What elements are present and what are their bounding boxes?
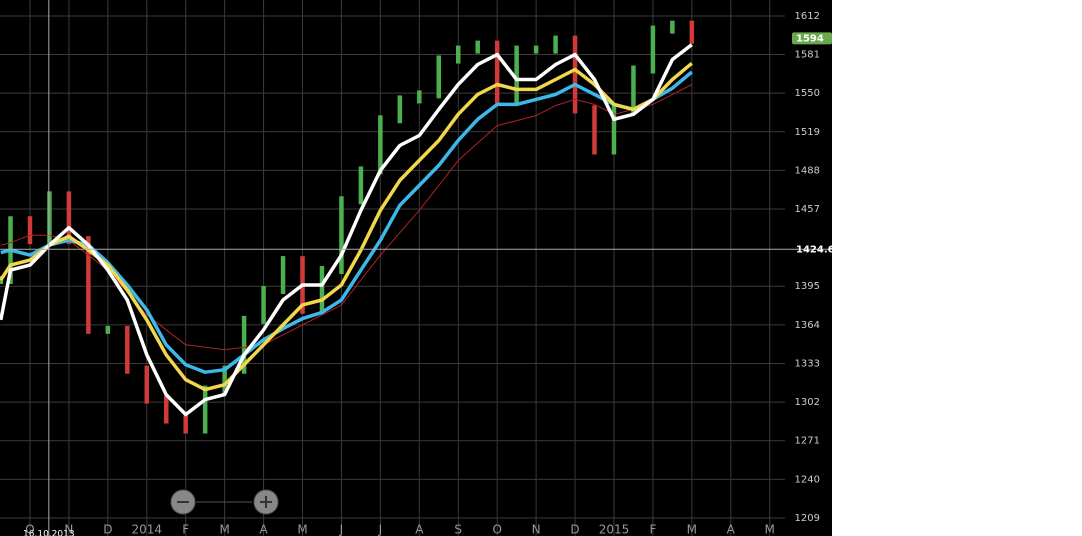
last-price-box [792, 32, 832, 45]
x-tick-label: A [727, 523, 736, 536]
x-tick-label: O [492, 523, 501, 536]
x-tick-label: M [765, 523, 775, 536]
x-tick-label: N [532, 523, 541, 536]
x-tick-label: A [415, 523, 424, 536]
moving-average [0, 61, 693, 392]
y-tick-label: 1550 [795, 88, 820, 99]
x-tick-label: J [339, 523, 344, 536]
x-tick-label: A [259, 523, 268, 536]
x-tick-label: M [219, 523, 229, 536]
y-tick-label: 1457 [795, 204, 820, 215]
x-tick-label: M [297, 523, 307, 536]
moving-average [0, 70, 693, 374]
y-tick-label: 1581 [795, 50, 820, 61]
x-tick-label: S [454, 523, 462, 536]
moving-average [0, 43, 693, 417]
x-tick-label: 2014 [132, 523, 163, 536]
zoom-controls[interactable] [170, 489, 279, 515]
last-price-label: 1594 [796, 33, 824, 44]
x-tick-label: F [649, 523, 656, 536]
x-tick-label: F [182, 523, 189, 536]
x-tick-label: D [570, 523, 579, 536]
x-tick-label: 2015 [599, 523, 630, 536]
x-tick-label: J [378, 523, 383, 536]
plot-background [0, 0, 832, 536]
y-tick-label: 1302 [795, 397, 820, 408]
y-tick-label: 1333 [795, 358, 820, 369]
crosshair-value-label: 1424.69 [796, 244, 842, 255]
y-tick-label: 1209 [795, 513, 820, 524]
x-tick-label: D [103, 523, 112, 536]
y-tick-label: 1612 [795, 11, 820, 22]
crosshair-date-label: 16.10.2013 [23, 530, 75, 536]
y-tick-label: 1488 [795, 165, 820, 176]
y-tick-label: 1271 [795, 436, 820, 447]
y-tick-label: 1395 [795, 281, 820, 292]
y-tick-label: 1364 [795, 320, 820, 331]
x-tick-label: O [25, 523, 34, 536]
y-tick-label: 1519 [795, 127, 820, 138]
x-tick-label: M [687, 523, 697, 536]
x-tick-label: N [64, 523, 73, 536]
y-tick-label: 1240 [795, 474, 820, 485]
